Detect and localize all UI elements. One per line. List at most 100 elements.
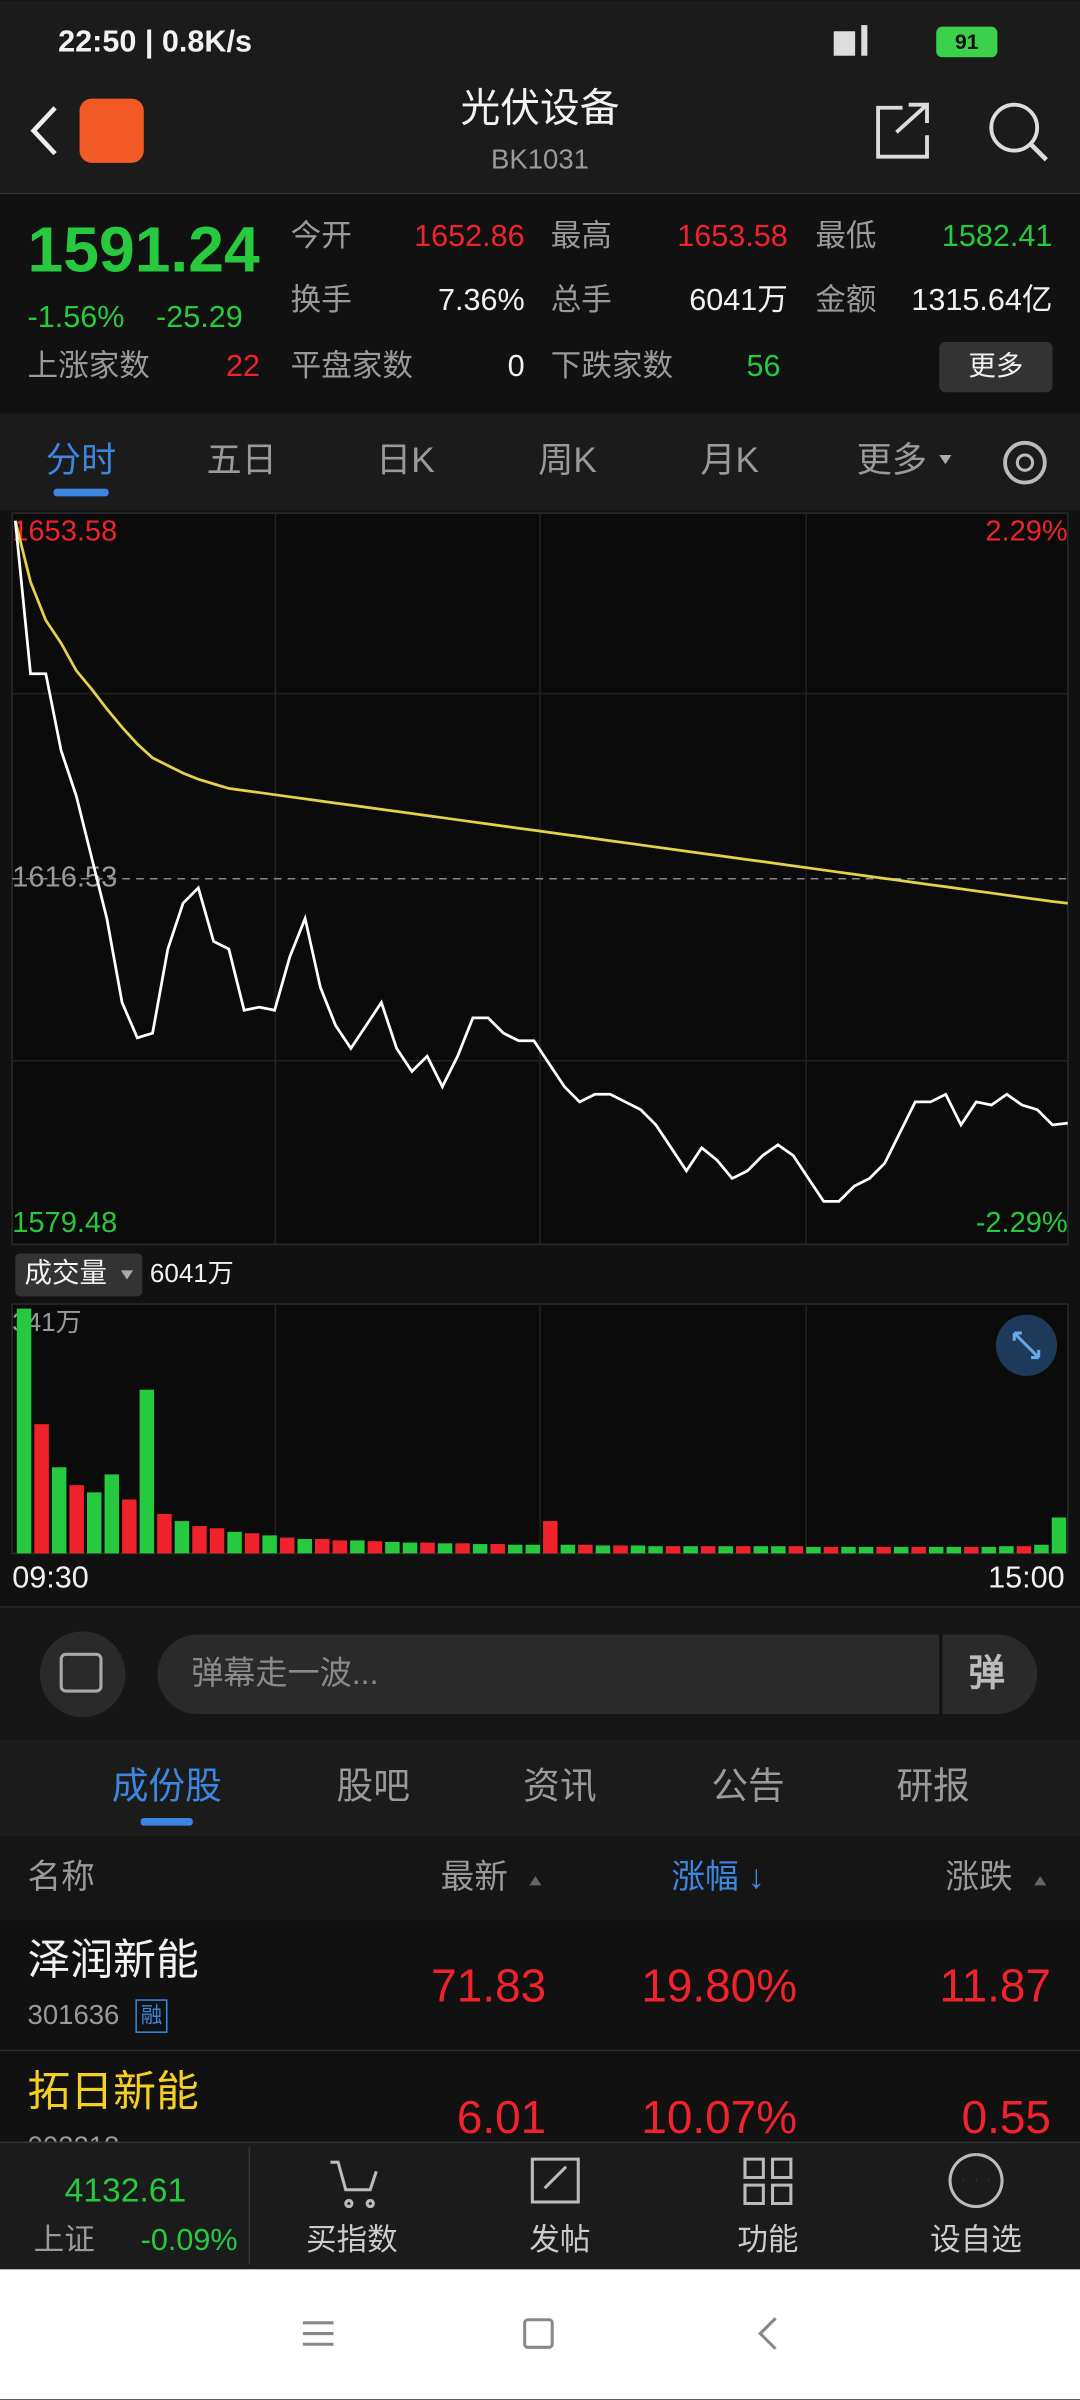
column-header[interactable]: 最新 — [441, 1858, 508, 1896]
index-value[interactable]: 4132.61 — [65, 2173, 187, 2210]
tab[interactable]: 日K — [376, 441, 435, 480]
code: BK1031 — [491, 144, 589, 175]
sub-tab[interactable]: 股吧 — [337, 1766, 410, 1807]
x-tick-label: 09:30 — [12, 1560, 89, 1594]
nav-item[interactable]: 设自选 — [930, 2223, 1022, 2257]
volume-total: 6041万 — [150, 1258, 234, 1288]
price: 1591.24 — [28, 214, 260, 286]
home-key[interactable] — [523, 2318, 554, 2349]
y-tick-label: 1616.53 — [12, 861, 117, 893]
index-name: 上证 — [34, 2223, 95, 2257]
search-button[interactable] — [989, 102, 1048, 162]
field-label: 最低 — [815, 219, 876, 253]
field-value: 1653.58 — [677, 219, 788, 253]
stock-latest: 6.01 — [457, 2091, 546, 2143]
more-button[interactable] — [939, 341, 1053, 393]
back-button[interactable] — [30, 106, 57, 156]
y2-tick-label: -2.29% — [976, 1207, 1068, 1239]
breadth-value: 0 — [508, 349, 525, 383]
volume-bar — [472, 1544, 488, 1554]
volume-bar — [1034, 1544, 1049, 1554]
stock-change: 0.55 — [962, 2091, 1051, 2143]
stock-pct: 10.07% — [641, 2091, 797, 2143]
field-label: 金额 — [815, 283, 876, 317]
menu-key[interactable] — [302, 2321, 334, 2346]
field-label: 最高 — [551, 219, 612, 253]
tab[interactable]: 周K — [538, 441, 597, 480]
table-header — [0, 1836, 1080, 1921]
nav-icon — [330, 2160, 378, 2209]
y-tick-label: 1579.48 — [12, 1207, 117, 1239]
column-header[interactable]: 涨跌 — [945, 1859, 1012, 1896]
volume-bar — [665, 1546, 681, 1554]
tab[interactable]: 分时 — [46, 441, 116, 480]
bottom-nav — [0, 2142, 1080, 2270]
volume-bar — [981, 1546, 997, 1554]
danmaku-list-button[interactable] — [39, 1631, 126, 1718]
share-button[interactable] — [876, 102, 929, 159]
breadth-label: 下跌家数 — [551, 349, 673, 383]
field-label: 总手 — [551, 283, 612, 317]
sub-tab[interactable]: 资讯 — [523, 1766, 596, 1807]
danmaku-toggle[interactable]: 弹 — [968, 1652, 1005, 1693]
breadth-label: 上涨家数 — [28, 349, 150, 383]
signal-icon — [833, 25, 868, 56]
volume-bar — [437, 1543, 453, 1554]
volume-bar — [104, 1474, 120, 1554]
sub-tab[interactable]: 公告 — [711, 1766, 784, 1807]
tab[interactable]: 五日 — [207, 441, 277, 480]
nav-item[interactable]: 买指数 — [306, 2223, 398, 2257]
system-nav — [0, 2269, 1080, 2400]
volume-bar — [420, 1542, 435, 1554]
volume-bar — [227, 1531, 242, 1554]
danmaku-input[interactable] — [157, 1634, 1038, 1714]
volume-bar — [455, 1543, 470, 1554]
stock-latest: 71.83 — [431, 1959, 546, 2011]
volume-bar — [507, 1544, 523, 1554]
nav-item[interactable]: 发帖 — [529, 2223, 590, 2257]
volume-bar — [700, 1546, 716, 1554]
breadth-value: 22 — [226, 349, 260, 383]
volume-bar — [718, 1546, 733, 1554]
volume-bar — [16, 1308, 32, 1554]
settings-button[interactable] — [1003, 440, 1047, 485]
stock-change: 11.87 — [940, 1959, 1051, 2011]
nav-item[interactable]: 功能 — [737, 2223, 798, 2257]
tag-badge — [135, 1999, 168, 2033]
tab[interactable]: 月K — [700, 441, 759, 480]
volume-bar — [630, 1545, 646, 1554]
volume-bar — [946, 1546, 961, 1554]
sort-arrow — [529, 1876, 542, 1886]
dropdown-arrow — [120, 1270, 134, 1280]
tab[interactable]: 更多 — [857, 441, 927, 480]
top-bar — [0, 0, 1080, 192]
volume-bar — [858, 1546, 874, 1554]
title: 光伏设备 — [460, 86, 619, 130]
volume-bar — [262, 1535, 277, 1554]
back-key[interactable] — [758, 2317, 777, 2350]
field-value: 1582.41 — [942, 219, 1053, 253]
sub-tab[interactable]: 研报 — [896, 1766, 969, 1807]
battery-level: 91 — [955, 30, 979, 54]
more-label: 更多 — [968, 350, 1023, 381]
volume-bar — [385, 1541, 400, 1554]
volume-bar — [841, 1546, 856, 1554]
app-logo — [79, 98, 144, 163]
tag: 融 — [141, 2004, 162, 2028]
y-tick-label: 1653.58 — [12, 516, 117, 548]
sort-arrow — [1034, 1876, 1047, 1886]
field-value: 1315.64亿 — [911, 283, 1052, 317]
danmaku-icon — [59, 1652, 103, 1693]
volume-bar — [69, 1485, 84, 1554]
volume-bar — [192, 1526, 207, 1554]
sub-tab[interactable]: 成份股 — [112, 1766, 222, 1807]
volume-bar — [893, 1546, 909, 1554]
volume-bar — [788, 1546, 804, 1554]
stock-name[interactable]: 泽润新能 — [28, 1937, 199, 1985]
volume-bar — [806, 1546, 821, 1554]
volume-bar — [543, 1521, 558, 1554]
stock-name[interactable]: 拓日新能 — [28, 2068, 199, 2116]
volume-selector[interactable] — [15, 1253, 143, 1297]
column-header[interactable]: 涨幅 ↓ — [671, 1858, 764, 1896]
